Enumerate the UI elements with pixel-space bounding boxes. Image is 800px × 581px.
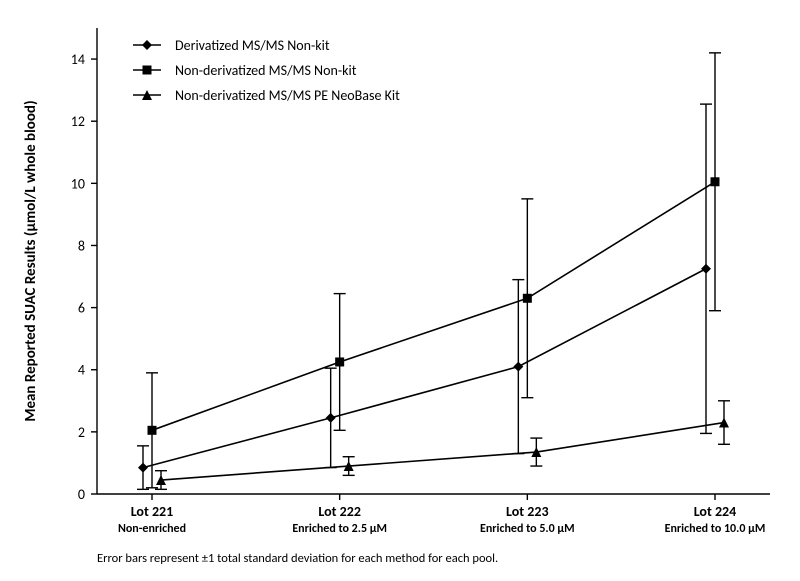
svg-text:6: 6 [78,300,85,317]
svg-text:Non-derivatized MS/MS Non-kit: Non-derivatized MS/MS Non-kit [175,62,357,79]
svg-text:10: 10 [71,175,85,192]
svg-text:4: 4 [78,362,85,379]
svg-text:14: 14 [71,51,85,68]
svg-text:8: 8 [78,237,85,254]
svg-text:Non-derivatized MS/MS PE NeoBa: Non-derivatized MS/MS PE NeoBase Kit [175,87,400,104]
svg-text:Mean Reported SUAC Results (µm: Mean Reported SUAC Results (µmol/L whole… [22,100,40,421]
svg-text:Non-enriched: Non-enriched [118,522,186,536]
chart-svg: 0 2 4 6 8 10 12 14 Mean Reported SUAC Results (µ… [0,0,800,581]
svg-text:Enriched to 2.5 µM: Enriched to 2.5 µM [292,522,387,536]
svg-text:Lot 221: Lot 221 [131,503,174,520]
svg-text:12: 12 [71,113,85,130]
footnote: Error bars represent ±1 total standard d… [97,551,498,566]
svg-text:Lot 223: Lot 223 [506,503,549,520]
svg-text:2: 2 [78,424,85,441]
svg-text:Lot 224: Lot 224 [694,503,737,520]
svg-text:Enriched to 5.0 µM: Enriched to 5.0 µM [480,522,575,536]
svg-text:Derivatized MS/MS Non-kit: Derivatized MS/MS Non-kit [175,37,330,54]
svg-text:Enriched to 10.0 µM: Enriched to 10.0 µM [665,522,766,536]
svg-text:0: 0 [78,486,85,503]
svg-text:Lot 222: Lot 222 [318,503,361,520]
suac-chart: 0 2 4 6 8 10 12 14 Mean Reported SUAC Results (µ… [0,0,800,581]
